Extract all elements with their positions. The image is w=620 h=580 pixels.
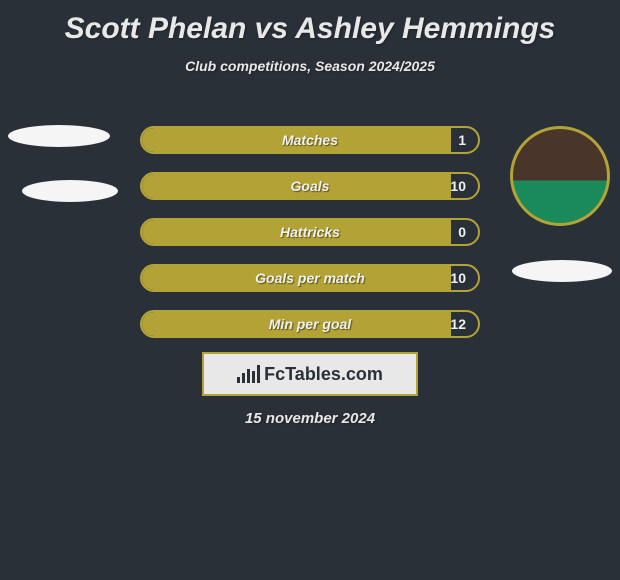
stat-label: Hattricks — [142, 220, 478, 244]
fctables-logo[interactable]: FcTables.com — [202, 352, 418, 396]
stat-row-min-per-goal: Min per goal 12 — [140, 310, 480, 338]
player-left-ellipse-2 — [22, 180, 118, 202]
stat-label: Goals — [142, 174, 478, 198]
player-right-avatar — [510, 126, 610, 226]
stat-value-right: 10 — [450, 174, 466, 198]
stat-label: Goals per match — [142, 266, 478, 290]
stat-value-right: 0 — [458, 220, 466, 244]
stat-row-matches: Matches 1 — [140, 126, 480, 154]
stat-value-right: 12 — [450, 312, 466, 336]
stat-label: Matches — [142, 128, 478, 152]
player-right-ellipse — [512, 260, 612, 282]
stat-value-right: 10 — [450, 266, 466, 290]
stat-label: Min per goal — [142, 312, 478, 336]
page-title: Scott Phelan vs Ashley Hemmings — [0, 0, 620, 46]
subtitle: Club competitions, Season 2024/2025 — [0, 58, 620, 74]
stat-row-goals: Goals 10 — [140, 172, 480, 200]
date-text: 15 november 2024 — [0, 410, 620, 427]
stat-value-right: 1 — [458, 128, 466, 152]
chart-icon — [237, 365, 260, 383]
logo-text: FcTables.com — [264, 364, 383, 385]
player-left-ellipse-1 — [8, 125, 110, 147]
stat-row-hattricks: Hattricks 0 — [140, 218, 480, 246]
stats-container: Matches 1 Goals 10 Hattricks 0 Goals per… — [140, 126, 480, 356]
stat-row-goals-per-match: Goals per match 10 — [140, 264, 480, 292]
